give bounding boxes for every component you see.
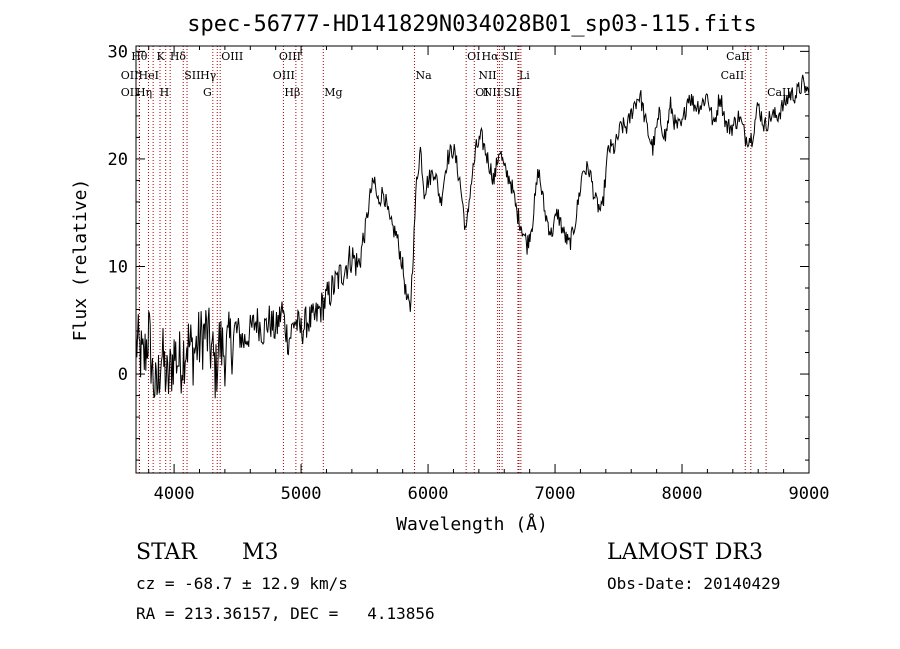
spectral-line-label-7: SII [184,69,200,82]
spectral-line-label-19: NII [478,69,496,82]
plot-frame [135,45,810,474]
obs-date: Obs-Date: 20140429 [607,574,781,593]
spectral-line-label-3: Hη [136,86,152,99]
spectral-line-label-13: OIII [273,69,295,82]
object-subclass: M3 [242,540,279,565]
spectral-line-label-0: Hθ [131,50,148,63]
spectral-line-label-16: Na [415,69,432,82]
spectral-line-label-14: OIII [279,50,301,63]
x-tick-label-3: 7000 [535,484,576,504]
coordinates: RA = 213.36157, DEC = 4.13856 [136,604,435,623]
x-tick-label-2: 6000 [408,484,449,504]
redshift-readout: cz = -68.7 ± 12.9 km/s [136,574,348,593]
x-tick-label-5: 9000 [789,484,830,504]
spectral-line-label-21: NII [483,86,501,99]
axes: 4000 5000 6000 7000 8000 9000 0 10 20 30 [108,42,830,504]
spectral-line-markers: HθOIIOIIHηHeIKHSIIHδGHγOIIIHβOIIIOIIIMgN… [121,46,791,473]
y-tick-label-0: 0 [118,365,128,385]
spectral-line-label-20: Hα [482,50,500,63]
y-axis-label: Flux (relative) [70,179,91,342]
spectral-line-label-22: Li [519,69,530,82]
y-tick-label-2: 20 [108,150,128,170]
spectral-line-label-1: OII [121,69,139,82]
survey-name: LAMOST DR3 [607,540,763,565]
spectral-line-label-9: G [203,86,212,99]
spectral-line-label-23: SII [502,50,518,63]
x-tick-label-1: 5000 [281,484,322,504]
spectral-line-label-11: OIII [221,50,243,63]
spectrum-line [135,74,810,399]
object-class: STAR [136,540,197,565]
spectral-line-label-10: Hγ [200,69,217,82]
y-tick-label-3: 30 [108,42,128,62]
spectral-line-label-4: HeI [139,69,159,82]
chart-title: spec-56777-HD141829N034028B01_sp03-115.f… [187,12,757,37]
x-tick-label-0: 4000 [154,484,195,504]
spectral-line-label-5: K [156,50,165,63]
spectral-line-label-26: CaII [726,50,750,63]
y-tick-label-1: 10 [108,257,128,277]
spectral-line-label-24: SII [504,86,520,99]
spectral-line-label-12: Hβ [284,86,300,99]
spectral-line-label-17: OI [467,50,480,63]
spectral-line-label-2: OII [121,86,139,99]
x-axis-label: Wavelength (Å) [396,513,548,535]
spectral-line-label-6: H [160,86,170,99]
spectral-line-label-15: Mg [324,86,342,99]
spectral-line-label-25: CaII [721,69,745,82]
spectral-line-label-18: OI [475,86,488,99]
series-layer [135,74,810,399]
spectral-line-label-8: Hδ [170,50,187,63]
x-tick-label-4: 8000 [662,484,703,504]
